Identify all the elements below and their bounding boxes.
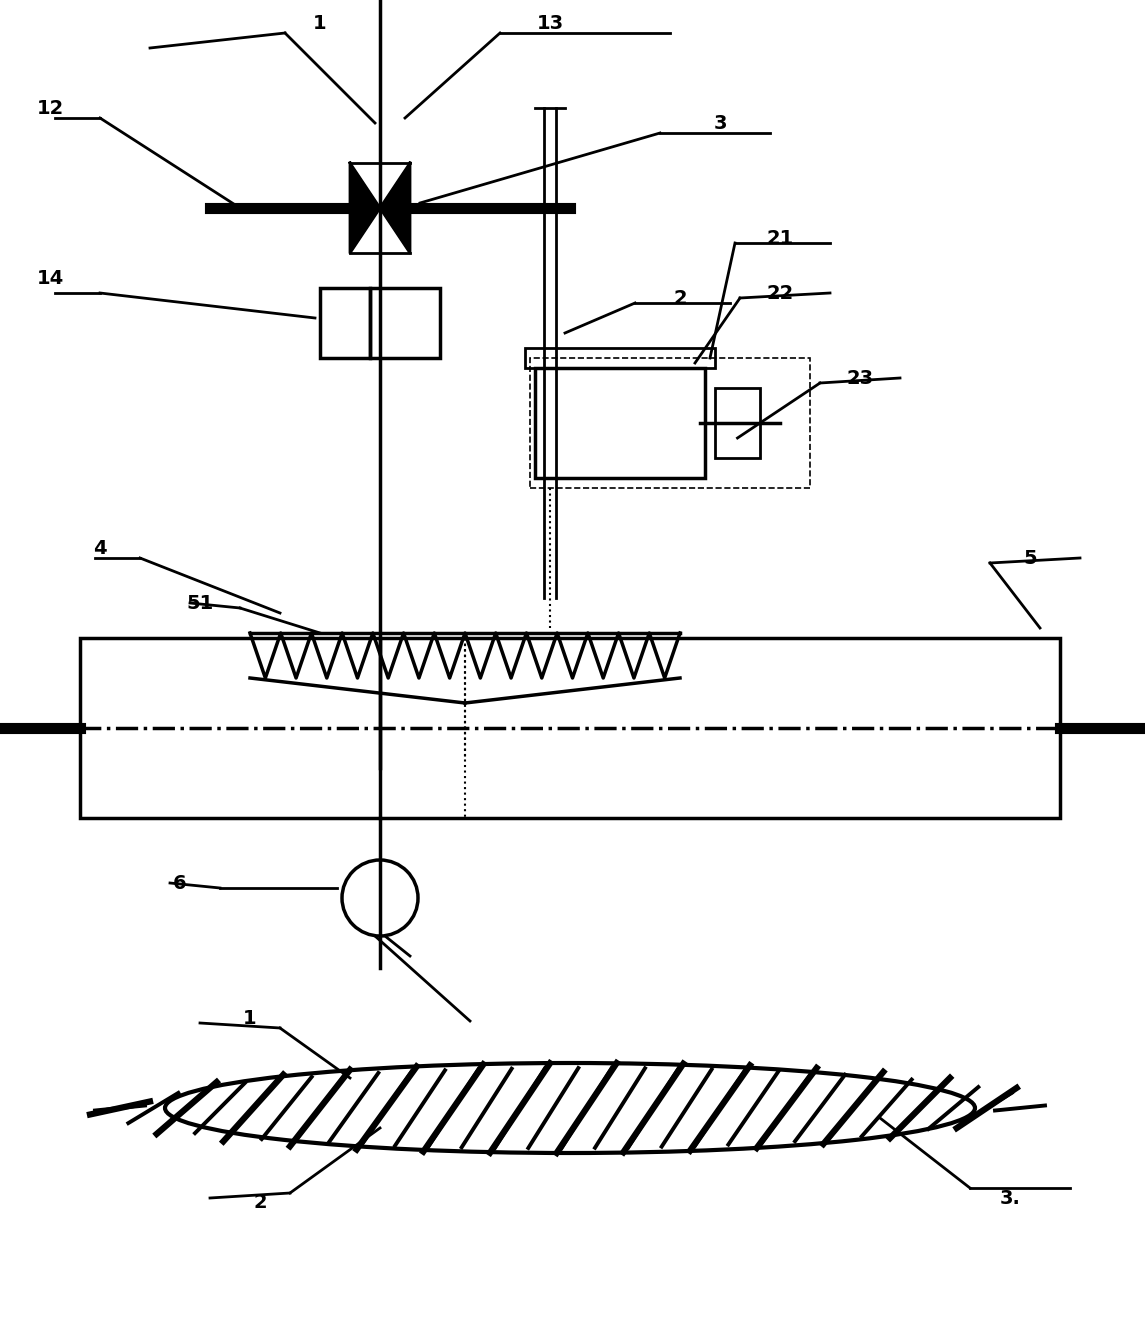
Text: 2: 2 xyxy=(253,1194,267,1212)
Text: 22: 22 xyxy=(766,283,793,303)
Bar xyxy=(80,637,1060,818)
Text: 5: 5 xyxy=(1024,548,1037,567)
Text: 2: 2 xyxy=(673,288,687,308)
Text: 21: 21 xyxy=(766,228,793,247)
Bar xyxy=(530,359,810,487)
Text: 1: 1 xyxy=(314,13,326,32)
Text: 3: 3 xyxy=(713,113,727,133)
Bar xyxy=(526,348,714,368)
Text: 51: 51 xyxy=(187,594,214,612)
Text: 6: 6 xyxy=(173,874,187,892)
Polygon shape xyxy=(380,163,410,254)
Text: 14: 14 xyxy=(37,268,64,287)
Bar xyxy=(319,288,370,359)
Text: 3.: 3. xyxy=(1000,1189,1020,1207)
Polygon shape xyxy=(350,163,380,254)
Text: 1: 1 xyxy=(243,1008,256,1028)
Text: 13: 13 xyxy=(537,13,563,32)
Bar xyxy=(714,388,760,458)
Text: 23: 23 xyxy=(846,368,874,388)
Circle shape xyxy=(342,861,418,936)
Text: 4: 4 xyxy=(93,538,106,558)
Text: 12: 12 xyxy=(37,98,64,117)
Bar xyxy=(535,368,705,478)
Bar xyxy=(370,288,440,359)
